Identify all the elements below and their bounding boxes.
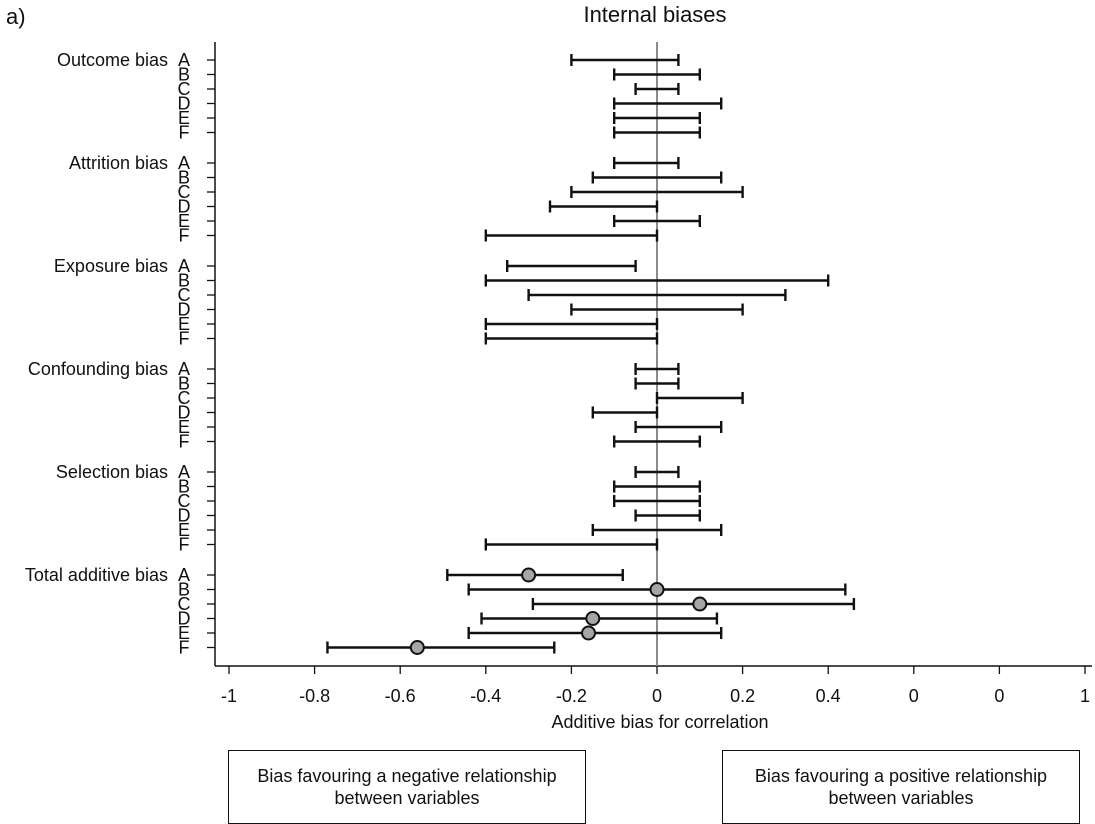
chart-title: Internal biases: [583, 2, 727, 27]
group-label: Outcome bias: [57, 50, 168, 70]
x-axis-label: Additive bias for correlation: [551, 712, 769, 732]
row-label: D: [178, 94, 191, 114]
group-label: Total additive bias: [25, 565, 168, 585]
row-label: D: [178, 403, 191, 423]
row-label: E: [178, 314, 190, 334]
row-label: E: [178, 108, 190, 128]
x-tick-label: 0: [994, 686, 1004, 706]
row-label: D: [178, 197, 191, 217]
row-label: B: [178, 374, 190, 394]
x-tick-label: -0.4: [470, 686, 501, 706]
positive-bias-note: Bias favouring a positive relationship b…: [722, 750, 1080, 824]
group-label: Attrition bias: [69, 153, 168, 173]
row-label: A: [178, 359, 190, 379]
row-label: F: [179, 226, 190, 246]
row-label: B: [178, 168, 190, 188]
row-label: F: [179, 432, 190, 452]
x-tick-label: 0.2: [730, 686, 755, 706]
row-label: A: [178, 256, 190, 276]
row-label: B: [178, 271, 190, 291]
row-label: B: [178, 65, 190, 85]
row-label: E: [178, 211, 190, 231]
row-label: C: [178, 388, 191, 408]
group-label: Confounding bias: [28, 359, 168, 379]
x-tick-label: -0.2: [556, 686, 587, 706]
x-tick-label: -1: [221, 686, 237, 706]
row-label: B: [178, 580, 190, 600]
row-label: A: [178, 50, 190, 70]
row-label: F: [179, 123, 190, 143]
panel-label: a): [6, 4, 26, 29]
estimate-point: [521, 567, 537, 583]
row-label: C: [178, 79, 191, 99]
row-label: E: [178, 520, 190, 540]
x-tick-label: 0.4: [816, 686, 841, 706]
row-label: A: [178, 462, 190, 482]
row-label: D: [178, 300, 191, 320]
row-label: E: [178, 623, 190, 643]
row-label: C: [178, 594, 191, 614]
group-label: Exposure bias: [54, 256, 168, 276]
x-tick-label: 1: [1080, 686, 1090, 706]
estimate-point: [585, 611, 601, 626]
group-label: Selection bias: [56, 462, 168, 482]
row-label: A: [178, 153, 190, 173]
estimate-point: [692, 596, 708, 612]
x-tick-label: -0.8: [299, 686, 330, 706]
row-label: C: [178, 491, 191, 511]
row-label: C: [178, 285, 191, 305]
estimate-point: [409, 640, 425, 655]
row-label: D: [178, 506, 191, 526]
x-tick-label: 0: [652, 686, 662, 706]
row-label: F: [179, 535, 190, 555]
row-label: E: [178, 417, 190, 437]
row-label: D: [178, 609, 191, 629]
estimate-point: [649, 582, 665, 597]
row-label: A: [178, 565, 190, 585]
row-label: F: [179, 638, 190, 658]
x-tick-label: 0: [909, 686, 919, 706]
row-label: C: [178, 182, 191, 202]
x-tick-label: -0.6: [385, 686, 416, 706]
negative-bias-note: Bias favouring a negative relationship b…: [228, 750, 586, 824]
row-label: B: [178, 477, 190, 497]
row-label: F: [179, 329, 190, 349]
estimate-point: [581, 625, 597, 641]
